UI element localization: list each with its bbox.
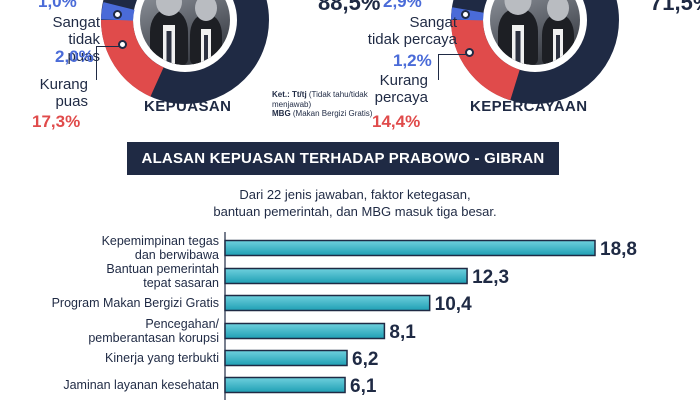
trust-less-trust-dot: [465, 48, 474, 57]
satisfaction-less-satisfied-label: Kurang puas: [39, 76, 88, 110]
bar-2: [224, 294, 431, 312]
trust-less-trust-value: 14,4%: [372, 112, 421, 131]
satisfaction-less-satisfied-leader: [96, 46, 120, 80]
satisfaction-less-satisfied-dot: [118, 40, 127, 49]
prabowo-gibran-photo-2: [490, 0, 580, 65]
category-label-5-0: Jaminan layanan kesehatan: [63, 378, 219, 392]
satisfaction-satisfied-value: 88,5%: [318, 0, 381, 15]
bar-5: [224, 376, 346, 394]
trust-donut: [445, 0, 625, 110]
bar-1: [224, 267, 468, 285]
satisfaction-very-unsatisfied-value: 2,0%: [55, 47, 94, 66]
bar-value-label-5: 6,1: [350, 376, 377, 397]
category-label-0-1: dan berwibawa: [135, 248, 219, 262]
satisfaction-very-unsatisfied-label: Sangat tidak puas: [52, 14, 100, 65]
trust-trusting-value: 71,5%: [650, 0, 700, 15]
bar-3: [224, 322, 386, 340]
category-label-4-0: Kinerja yang terbukti: [105, 351, 219, 365]
trust-less-trust-label: Kurang percaya: [374, 72, 428, 106]
bar-value-label-4: 6,2: [352, 349, 378, 370]
chart-title-banner: ALASAN KEPUASAN TERHADAP PRABOWO - GIBRA…: [127, 142, 559, 175]
category-label-3-1: pemberantasan korupsi: [88, 331, 219, 345]
bar-value-label-3: 8,1: [389, 322, 416, 343]
category-label-2-0: Program Makan Bergizi Gratis: [52, 296, 219, 310]
satisfaction-donut: [95, 0, 275, 110]
bar-0: [224, 239, 596, 257]
bar-value-label-0: 18,8: [600, 239, 637, 260]
bar-4: [224, 349, 348, 367]
legend-note: Ket.: Tt/tj (Tidak tahu/tidak menjawab) …: [272, 90, 373, 118]
satisfaction-less-satisfied-value: 17,3%: [32, 112, 81, 131]
category-label-1-0: Bantuan pemerintah: [106, 262, 219, 276]
prabowo-gibran-photo: [140, 0, 230, 65]
bar-value-label-1: 12,3: [472, 267, 509, 288]
trust-less-trust-leader: [438, 54, 466, 80]
satisfaction-top-partial-value: 1,0%: [38, 0, 77, 11]
trust-very-distrust-value: 1,2%: [393, 51, 432, 70]
category-label-0-0: Kepemimpinan tegas: [102, 234, 219, 248]
trust-very-distrust-label: Sangat tidak percaya: [367, 14, 457, 48]
satisfaction-caption: KEPUASAN: [144, 98, 232, 115]
bar-value-label-2: 10,4: [435, 294, 472, 315]
trust-top-partial-value: 2,9%: [383, 0, 422, 11]
category-label-3-0: Pencegahan/: [145, 317, 219, 331]
trust-very-distrust-dot: [461, 10, 470, 19]
trust-caption: KEPERCAYAAN: [470, 98, 588, 115]
chart-subtitle: Dari 22 jenis jawaban, faktor ketegasan,…: [213, 187, 497, 219]
category-label-1-1: tepat sasaran: [143, 276, 219, 290]
satisfaction-very-unsatisfied-dot: [113, 10, 122, 19]
